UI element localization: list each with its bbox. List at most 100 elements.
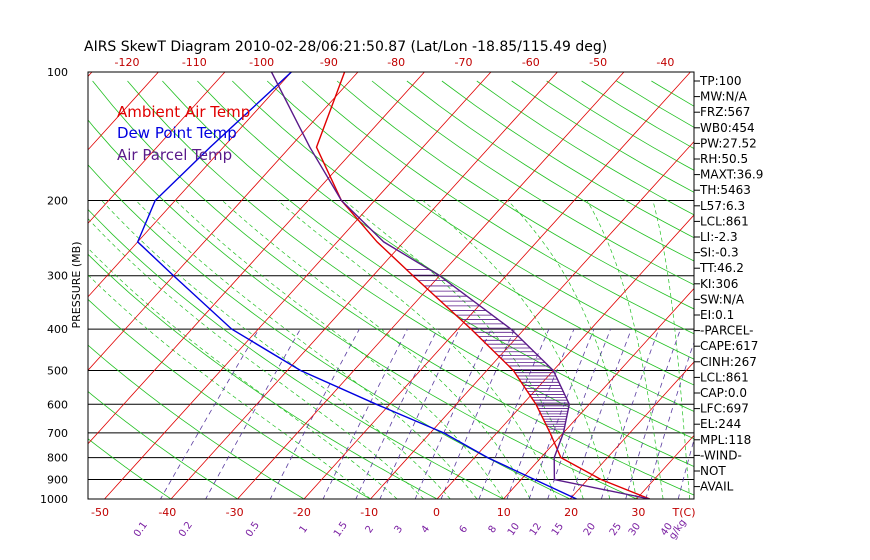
mixing-ratio-label: 0.5 bbox=[244, 520, 262, 539]
top-tick-label: -50 bbox=[589, 56, 607, 69]
ambient-temp-line bbox=[315, 72, 651, 499]
index-label: LFC:697 bbox=[700, 402, 749, 416]
legend-ambient: Ambient Air Temp bbox=[117, 103, 250, 121]
pressure-tick-label: 100 bbox=[47, 66, 68, 79]
isotherm--80 bbox=[88, 72, 292, 298]
cape-hatch bbox=[406, 269, 569, 430]
mixing-ratio-15 bbox=[570, 328, 632, 499]
parcel-line bbox=[270, 72, 650, 499]
pressure-tick-label: 800 bbox=[47, 452, 68, 465]
dry-adiabat bbox=[476, 80, 694, 216]
dry-adiabat bbox=[88, 253, 438, 499]
mixing-ratio-label: 25 bbox=[608, 521, 624, 538]
mixing-ratio-label: 10 bbox=[506, 521, 522, 538]
mixing-ratio-10 bbox=[528, 328, 595, 499]
mixing-ratio-40 bbox=[677, 438, 694, 499]
top-tick-label: -90 bbox=[320, 56, 338, 69]
mixing-ratio-0.5 bbox=[269, 328, 360, 499]
moist-adiabat bbox=[88, 274, 371, 499]
legend: Ambient Air Temp Dew Point Temp Air Parc… bbox=[117, 103, 250, 164]
mixing-ratio-4 bbox=[440, 328, 515, 499]
index-label: TP:100 bbox=[699, 74, 742, 88]
index-label: CINH:267 bbox=[700, 355, 757, 369]
profile-series bbox=[136, 72, 651, 499]
legend-dewpoint: Dew Point Temp bbox=[117, 124, 237, 142]
moist-adiabat bbox=[344, 200, 584, 499]
dry-adiabat bbox=[88, 164, 571, 499]
index-label: LCL:861 bbox=[700, 370, 749, 384]
chart-title: AIRS SkewT Diagram 2010-02-28/06:21:50.8… bbox=[84, 39, 607, 55]
mixing-ratio-label: 1.5 bbox=[332, 520, 350, 539]
moist-adiabat bbox=[221, 200, 531, 499]
mixing-ratio-label: 4 bbox=[420, 524, 433, 536]
isotherm--70 bbox=[88, 72, 359, 371]
top-tick-label: -120 bbox=[115, 56, 140, 69]
bottom-tick-label: 10 bbox=[497, 506, 511, 519]
moist-adiabat bbox=[277, 200, 558, 499]
pressure-tick-label: 500 bbox=[47, 364, 68, 377]
index-label: TH:5463 bbox=[699, 183, 751, 197]
dry-adiabat bbox=[162, 80, 694, 440]
moist-adiabat bbox=[88, 247, 398, 499]
moist-adiabat bbox=[652, 200, 691, 499]
dry-adiabat bbox=[88, 298, 372, 499]
pressure-tick-label: 700 bbox=[47, 427, 68, 440]
index-label: LI:-2.3 bbox=[700, 230, 738, 244]
dry-adiabat bbox=[232, 80, 694, 386]
top-tick-label: -40 bbox=[656, 56, 674, 69]
mixing-ratio-0.2 bbox=[205, 328, 301, 499]
isotherm-lines bbox=[88, 72, 870, 499]
mixing-ratio-label: 15 bbox=[550, 521, 566, 538]
index-label: PW:27.52 bbox=[700, 136, 757, 150]
dry-adiabat bbox=[197, 80, 694, 412]
isotherm--10 bbox=[370, 140, 694, 499]
mixing-ratio-1.5 bbox=[355, 328, 438, 499]
mixing-ratio-6 bbox=[478, 328, 550, 499]
bottom-tick-label: -20 bbox=[293, 506, 311, 519]
dry-adiabat bbox=[88, 438, 172, 499]
index-label: AVAIL bbox=[700, 480, 734, 494]
index-label: KI:306 bbox=[700, 277, 738, 291]
dewpoint-line bbox=[136, 72, 577, 499]
isotherm--20 bbox=[303, 72, 691, 499]
bottom-tick-label: -40 bbox=[158, 506, 176, 519]
pressure-tick-label: 300 bbox=[47, 270, 68, 283]
index-label: TT:46.2 bbox=[699, 261, 744, 275]
index-label: LCL:861 bbox=[700, 214, 749, 228]
index-label: RH:50.5 bbox=[700, 152, 748, 166]
mixing-ratio-label: 30 bbox=[627, 521, 643, 538]
index-label: -PARCEL- bbox=[700, 324, 754, 338]
top-tick-label: -110 bbox=[182, 56, 207, 69]
bottom-tick-label: 20 bbox=[564, 506, 578, 519]
index-label: WB0:454 bbox=[700, 121, 755, 135]
isotherm-20 bbox=[569, 361, 694, 499]
top-temperature-ticks: -120 -110 -100 -90 -80 -70 -60 -50 -40 bbox=[115, 56, 675, 69]
index-label: -WIND- bbox=[700, 448, 742, 462]
index-label: MAXT:36.9 bbox=[700, 168, 763, 182]
dry-adiabat bbox=[406, 80, 694, 262]
bottom-tick-label: T(C) bbox=[672, 506, 696, 519]
pressure-tick-label: 200 bbox=[47, 195, 68, 208]
index-label: NOT bbox=[700, 464, 726, 478]
dry-adiabat-lines bbox=[88, 80, 694, 499]
mixing-ratio-30 bbox=[645, 341, 694, 499]
mixing-ratio-label: 0.2 bbox=[177, 520, 195, 539]
index-label: FRZ:567 bbox=[700, 105, 750, 119]
mixing-ratio-label: g/kg bbox=[667, 517, 689, 541]
top-tick-label: -70 bbox=[455, 56, 473, 69]
dry-adiabat bbox=[336, 80, 694, 310]
mixing-ratio-20 bbox=[600, 328, 660, 499]
pressure-tick-label: 400 bbox=[47, 323, 68, 336]
isotherm-0 bbox=[436, 214, 694, 499]
bottom-tick-label: -50 bbox=[91, 506, 109, 519]
bottom-tick-label: -10 bbox=[360, 506, 378, 519]
moist-adiabat bbox=[88, 218, 424, 499]
isotherm-60 bbox=[836, 72, 870, 499]
dry-adiabat bbox=[301, 80, 694, 335]
mixing-ratio-label: 0.1 bbox=[132, 520, 150, 539]
legend-parcel: Air Parcel Temp bbox=[117, 146, 232, 164]
dry-adiabat bbox=[371, 80, 694, 286]
isotherm--30 bbox=[237, 72, 625, 499]
pressure-tick-label: 600 bbox=[47, 398, 68, 411]
index-label: MW:N/A bbox=[700, 90, 748, 104]
